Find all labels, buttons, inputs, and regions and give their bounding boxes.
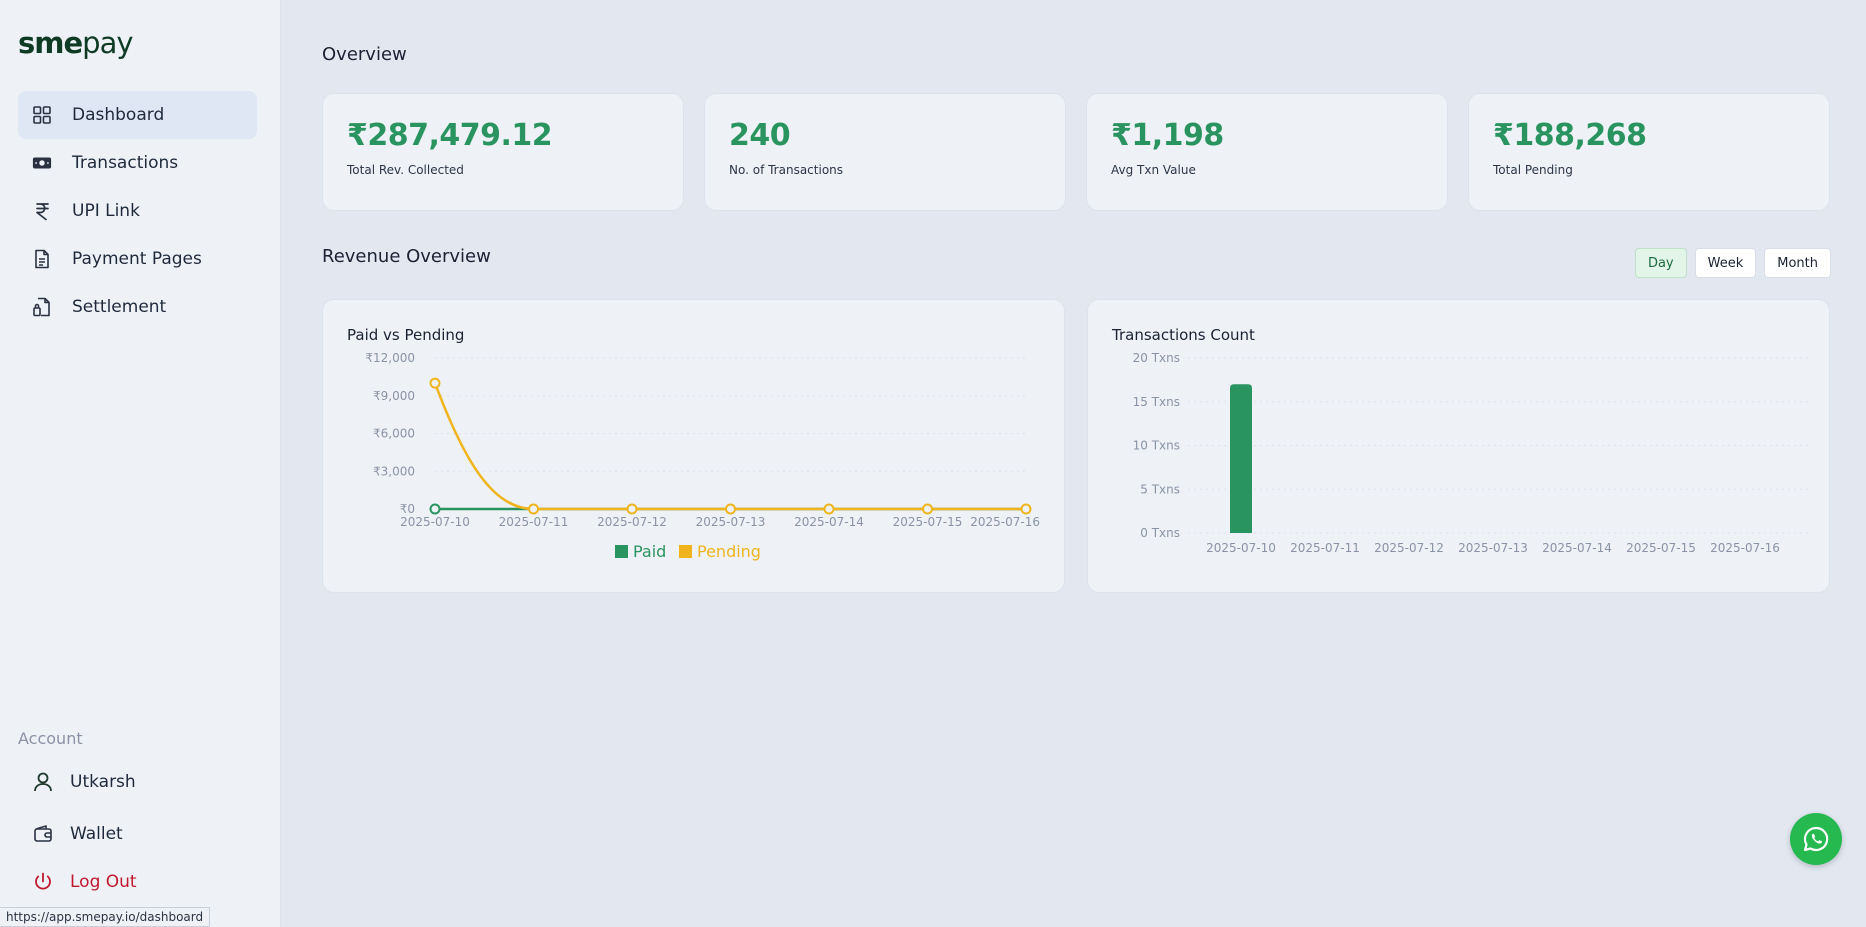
x-tick-label: 2025-07-13 [1458, 541, 1528, 555]
y-tick-label: 5 Txns [1140, 482, 1180, 496]
y-tick-label: 10 Txns [1133, 439, 1180, 453]
account-wallet[interactable]: Wallet [32, 823, 123, 845]
data-point-pending [626, 503, 638, 515]
whatsapp-button[interactable] [1790, 813, 1842, 865]
y-tick-label: 0 Txns [1140, 526, 1180, 540]
stat-card-total-revenue: ₹287,479.12 Total Rev. Collected [322, 93, 684, 211]
sidebar-item-label: UPI Link [72, 201, 140, 221]
data-point-pending [922, 503, 933, 515]
x-tick-label: 2025-07-14 [794, 515, 864, 529]
account-section-title: Account [18, 729, 83, 748]
legend-swatch-paid [615, 545, 628, 558]
account-user[interactable]: Utkarsh [32, 771, 136, 793]
whatsapp-icon [1801, 824, 1831, 854]
period-toggle-group: Day Week Month [1634, 248, 1831, 278]
bar [1230, 384, 1252, 533]
stat-value: ₹1,198 [1111, 118, 1224, 153]
account-wallet-label: Wallet [70, 824, 123, 844]
transactions-count-chart: 0 Txns 5 Txns 10 Txns 15 Txns 20 Txns 2025-07… [1133, 351, 1808, 555]
x-tick-label: 2025-07-14 [1542, 541, 1612, 555]
stat-card-transactions: 240 No. of Transactions [704, 93, 1066, 211]
data-point-pending [429, 377, 441, 389]
y-tick-label: ₹0 [400, 502, 415, 516]
stat-label: Total Rev. Collected [347, 163, 464, 177]
stat-value: ₹287,479.12 [347, 118, 553, 153]
overview-title: Overview [322, 44, 407, 65]
legend-label-paid: Paid [633, 542, 666, 561]
revenue-overview-title: Revenue Overview [322, 246, 491, 267]
chart-card-transactions-count: Transactions Count 0 Txns 5 Txns 10 Txns 15… [1087, 299, 1830, 593]
logout-button[interactable]: Log Out [32, 871, 137, 893]
account-user-name: Utkarsh [70, 772, 136, 792]
cash-icon [32, 153, 52, 173]
data-point-pending [725, 503, 736, 515]
data-point-pending [1020, 503, 1032, 515]
sidebar-item-upi-link[interactable]: UPI Link [18, 187, 257, 235]
x-tick-label: 2025-07-11 [1290, 541, 1360, 555]
sidebar: smepay Dashboard Transactions UPI Link P… [0, 0, 281, 927]
power-icon [32, 871, 54, 893]
sidebar-item-label: Transactions [72, 153, 179, 173]
y-tick-label: ₹12,000 [365, 351, 415, 365]
toggle-month[interactable]: Month [1764, 248, 1831, 278]
rupee-icon [32, 201, 52, 221]
sidebar-item-label: Settlement [72, 297, 167, 317]
sidebar-item-label: Dashboard [72, 105, 165, 125]
y-tick-label: ₹6,000 [373, 427, 415, 441]
sidebar-item-payment-pages[interactable]: Payment Pages [18, 235, 257, 283]
y-tick-label: ₹9,000 [373, 389, 415, 403]
stat-card-avg-txn: ₹1,198 Avg Txn Value [1086, 93, 1448, 211]
sidebar-item-settlement[interactable]: Settlement [18, 283, 257, 331]
x-tick-label: 2025-07-10 [1206, 541, 1276, 555]
sidebar-item-label: Payment Pages [72, 249, 202, 269]
x-tick-label: 2025-07-13 [696, 515, 766, 529]
data-point-paid [429, 503, 441, 515]
data-point-pending [528, 503, 539, 515]
stat-value: 240 [729, 118, 791, 153]
logout-label: Log Out [70, 872, 137, 892]
x-tick-label: 2025-07-12 [597, 515, 667, 529]
x-tick-label: 2025-07-16 [970, 515, 1040, 529]
stat-label: Avg Txn Value [1111, 163, 1196, 177]
smepay-logo[interactable]: smepay [18, 26, 134, 60]
legend-label-pending: Pending [697, 542, 761, 561]
series-line-pending [433, 382, 1026, 511]
data-point-pending [823, 503, 835, 515]
user-icon [32, 771, 54, 793]
chart-card-paid-vs-pending: Paid vs Pending ₹0 ₹3,000 ₹6,000 ₹9,000 ₹12,… [322, 299, 1065, 593]
x-tick-label: 2025-07-15 [893, 515, 963, 529]
y-tick-label: 15 Txns [1133, 395, 1180, 409]
stat-label: No. of Transactions [729, 163, 844, 177]
sidebar-nav: Dashboard Transactions UPI Link Payment … [18, 91, 257, 331]
toggle-week[interactable]: Week [1694, 248, 1757, 278]
stat-card-total-pending: ₹188,268 Total Pending [1468, 93, 1830, 211]
x-tick-label: 2025-07-12 [1374, 541, 1444, 555]
paid-vs-pending-chart: ₹0 ₹3,000 ₹6,000 ₹9,000 ₹12,000 2025-07-10 202… [365, 351, 1040, 561]
sidebar-item-dashboard[interactable]: Dashboard [18, 91, 257, 139]
chart-title: Paid vs Pending [347, 326, 465, 344]
sidebar-item-transactions[interactable]: Transactions [18, 139, 257, 187]
legend-swatch-pending [679, 545, 692, 558]
wallet-icon [32, 823, 54, 845]
stat-label: Total Pending [1493, 163, 1573, 177]
main-content: Overview ₹287,479.12 Total Rev. Collecte… [281, 0, 1866, 927]
toggle-day[interactable]: Day [1634, 248, 1687, 278]
y-tick-label: ₹3,000 [373, 464, 415, 478]
settlement-icon [32, 297, 52, 317]
grid-icon [32, 105, 52, 125]
document-icon [32, 249, 52, 269]
chart-title: Transactions Count [1112, 326, 1255, 344]
x-tick-label: 2025-07-11 [499, 515, 569, 529]
x-tick-label: 2025-07-15 [1626, 541, 1696, 555]
y-tick-label: 20 Txns [1133, 351, 1180, 365]
stat-value: ₹188,268 [1493, 118, 1647, 153]
browser-status-url: https://app.smepay.io/dashboard [0, 907, 211, 927]
x-tick-label: 2025-07-16 [1710, 541, 1780, 555]
x-tick-label: 2025-07-10 [400, 515, 470, 529]
